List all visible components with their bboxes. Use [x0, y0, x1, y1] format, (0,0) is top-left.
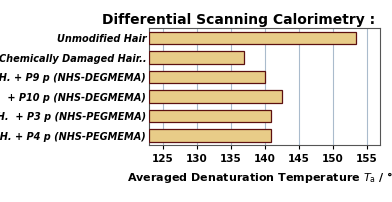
X-axis label: Averaged Denaturation Temperature $\it{T}_{\mathrm{a}}$ / °C: Averaged Denaturation Temperature $\it{T…: [127, 170, 392, 185]
Text: Differential Scanning Calorimetry :: Differential Scanning Calorimetry :: [102, 13, 376, 27]
Bar: [149, 129, 271, 142]
Bar: [149, 51, 244, 64]
Bar: [149, 32, 356, 44]
Bar: [149, 110, 271, 122]
Bar: [149, 90, 281, 103]
Bar: [149, 71, 265, 83]
